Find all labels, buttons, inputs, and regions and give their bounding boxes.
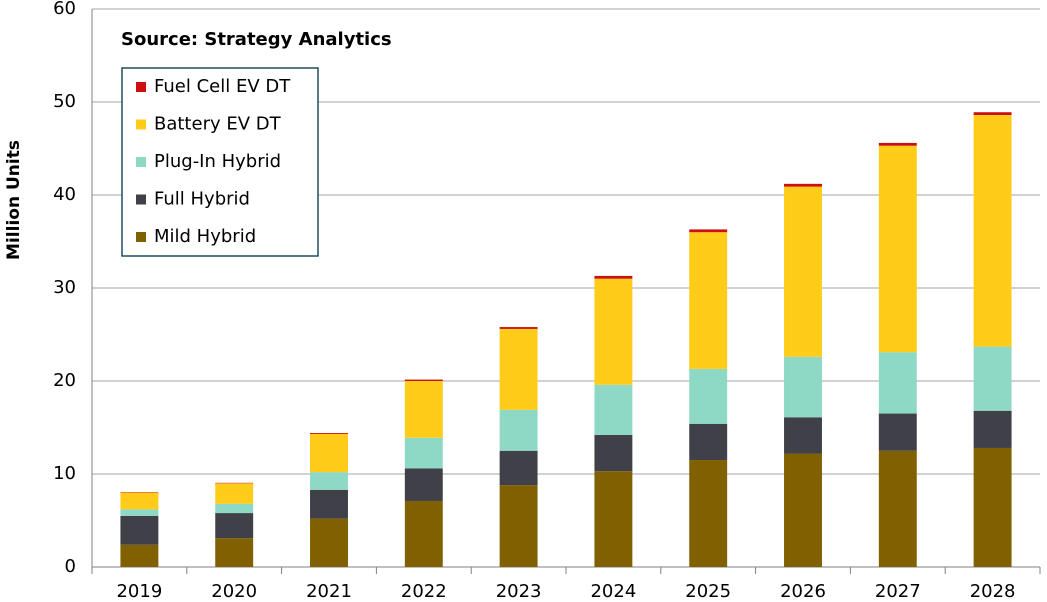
y-tick-label: 10 <box>53 463 76 484</box>
bar-segment <box>689 229 728 233</box>
bar-segment <box>689 423 728 461</box>
bar-segment <box>784 417 822 454</box>
bar-segment <box>689 460 728 567</box>
bar-segment <box>310 433 348 435</box>
bar-segment <box>784 356 822 418</box>
legend-label: Plug-In Hybrid <box>154 151 281 172</box>
bar-segment <box>784 453 822 567</box>
bar-segment <box>310 472 348 490</box>
x-tick-label: 2019 <box>116 581 162 602</box>
y-tick-label: 20 <box>53 370 76 391</box>
bar-segment <box>120 509 159 516</box>
x-tick-label: 2023 <box>496 581 542 602</box>
bar-segment <box>973 447 1012 567</box>
bar-segment <box>310 434 348 473</box>
bar-segment <box>499 327 538 329</box>
y-axis-label: Million Units <box>4 140 24 260</box>
x-tick-label: 2020 <box>211 581 257 602</box>
bar-segment <box>499 485 538 567</box>
legend-swatch <box>136 232 146 242</box>
y-tick-label: 30 <box>53 277 76 298</box>
bar-segment <box>594 275 633 279</box>
bar-segment <box>878 413 917 451</box>
legend-swatch <box>136 82 146 92</box>
y-tick-label: 60 <box>53 0 76 19</box>
y-tick-label: 50 <box>53 91 76 112</box>
bar-segment <box>310 518 348 567</box>
legend-swatch <box>136 119 146 130</box>
bar-segment <box>215 538 254 567</box>
bar-segment <box>120 492 159 510</box>
legend-label: Battery EV DT <box>154 114 282 135</box>
bar-segment <box>215 513 254 539</box>
bar-segment <box>404 437 443 469</box>
bar-segment <box>499 328 538 410</box>
bar-segment <box>404 468 443 501</box>
x-tick-label: 2024 <box>590 581 636 602</box>
bar-segment <box>878 352 917 414</box>
x-tick-label: 2028 <box>970 581 1016 602</box>
x-tick-label: 2026 <box>780 581 826 602</box>
bar-segment <box>120 544 159 567</box>
bar-segment <box>404 381 443 438</box>
bar-segment <box>594 471 633 567</box>
legend-box <box>121 67 319 257</box>
bar-segment <box>215 483 254 504</box>
x-tick-label: 2025 <box>685 581 731 602</box>
x-tick-label: 2022 <box>401 581 447 602</box>
legend-label: Fuel Cell EV DT <box>154 76 291 97</box>
x-tick-label: 2021 <box>306 581 352 602</box>
y-tick-label: 40 <box>53 184 76 205</box>
y-tick-label: 0 <box>65 556 76 577</box>
bar-segment <box>689 368 728 424</box>
bar-segment <box>499 450 538 486</box>
bar-segment <box>404 379 443 381</box>
legend-label: Full Hybrid <box>154 189 250 210</box>
bar-segment <box>878 450 917 567</box>
bar-segment <box>878 145 917 353</box>
bar-segment <box>310 489 348 519</box>
legend-swatch <box>136 157 146 167</box>
bar-segment <box>784 183 822 187</box>
bar-segment <box>594 434 633 472</box>
bar-segment <box>594 384 633 435</box>
bar-segment <box>215 503 254 514</box>
x-tick-label: 2027 <box>875 581 921 602</box>
legend-label: Mild Hybrid <box>154 226 256 247</box>
bar-segment <box>973 410 1012 448</box>
bar-segment <box>784 186 822 357</box>
bar-segment <box>878 142 917 146</box>
bar-segment <box>689 232 728 369</box>
bar-segment <box>120 515 159 545</box>
bar-segment <box>973 346 1012 411</box>
bar-segment <box>404 500 443 567</box>
bar-segment <box>594 278 633 385</box>
bar-segment <box>973 112 1012 116</box>
bar-segment <box>499 409 538 451</box>
bar-segment <box>973 115 1012 347</box>
legend-swatch <box>136 194 146 205</box>
annotation: Source: Strategy Analytics <box>121 29 392 50</box>
